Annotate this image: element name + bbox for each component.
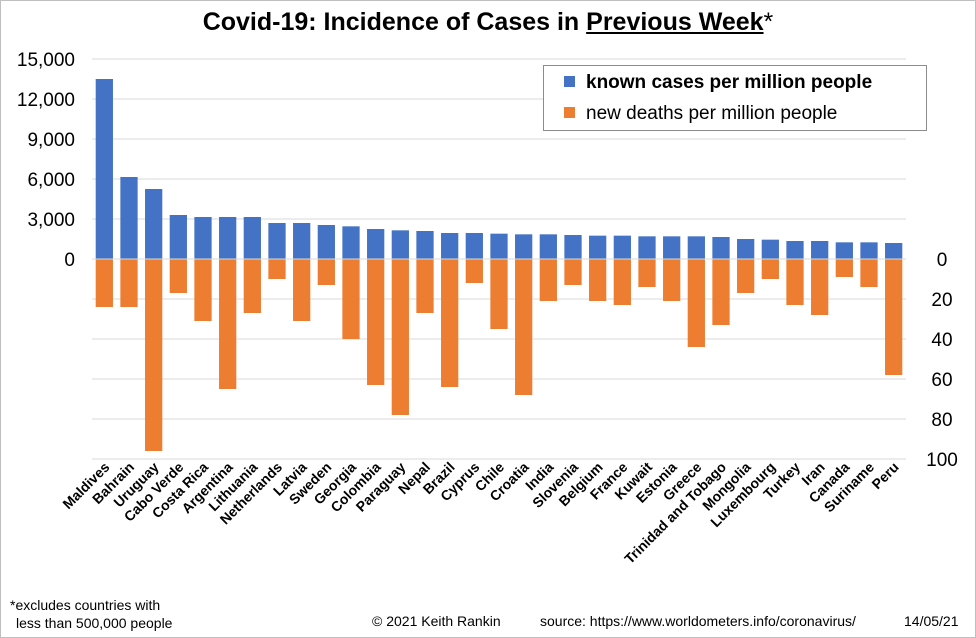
bar-deaths bbox=[539, 259, 557, 301]
right-axis-tick-label: 100 bbox=[926, 450, 958, 471]
bar-cases bbox=[490, 233, 508, 259]
left-axis-tick-label: 3,000 bbox=[27, 210, 75, 231]
bar-cases bbox=[786, 241, 804, 259]
bar-cases bbox=[169, 215, 187, 259]
bar-cases bbox=[194, 217, 212, 259]
bar-cases bbox=[145, 189, 163, 259]
bar-cases bbox=[835, 242, 853, 259]
left-axis-tick-label: 0 bbox=[64, 250, 75, 271]
right-axis-tick-label: 20 bbox=[931, 290, 952, 311]
date: 14/05/21 bbox=[904, 613, 959, 629]
bar-deaths bbox=[490, 259, 508, 329]
legend: known cases per million people new death… bbox=[543, 65, 927, 131]
footnote-line-2: less than 500,000 people bbox=[16, 615, 173, 631]
bar-deaths bbox=[465, 259, 483, 283]
right-axis-tick-label: 60 bbox=[931, 370, 952, 391]
bar-deaths bbox=[811, 259, 829, 315]
title-emphasis: Previous Week bbox=[586, 8, 764, 36]
bar-cases bbox=[120, 177, 138, 259]
chart-title: Covid-19: Incidence of Cases in Previous… bbox=[0, 8, 976, 37]
bar-deaths bbox=[95, 259, 113, 307]
bar-deaths bbox=[243, 259, 261, 313]
copyright: © 2021 Keith Rankin bbox=[372, 613, 501, 629]
bar-deaths bbox=[761, 259, 779, 279]
bar-deaths bbox=[416, 259, 434, 313]
bar-cases bbox=[811, 241, 829, 259]
bar-cases bbox=[441, 233, 459, 259]
bar-deaths bbox=[441, 259, 459, 387]
bar-deaths bbox=[293, 259, 311, 321]
bar-cases bbox=[219, 217, 237, 259]
bar-cases bbox=[564, 235, 582, 259]
left-axis-tick-label: 6,000 bbox=[27, 170, 75, 191]
legend-item-deaths: new deaths per million people bbox=[564, 103, 837, 125]
bar-cases bbox=[317, 225, 335, 259]
footnote-line-1: *excludes countries with bbox=[10, 597, 161, 613]
left-axis-tick-label: 15,000 bbox=[17, 50, 75, 71]
bar-cases bbox=[589, 235, 607, 259]
legend-label-cases: known cases per million people bbox=[586, 72, 873, 93]
right-axis-tick-label: 40 bbox=[931, 330, 952, 351]
bar-deaths bbox=[860, 259, 878, 287]
bar-cases bbox=[663, 236, 681, 259]
bar-cases bbox=[342, 226, 360, 259]
bar-cases bbox=[761, 239, 779, 259]
bar-cases bbox=[391, 230, 409, 259]
bar-deaths bbox=[219, 259, 237, 389]
legend-label-deaths: new deaths per million people bbox=[586, 103, 838, 124]
bar-deaths bbox=[391, 259, 409, 415]
bar-deaths bbox=[145, 259, 163, 451]
bar-cases bbox=[95, 79, 113, 259]
bar-cases bbox=[367, 229, 385, 259]
right-axis-tick-label: 0 bbox=[937, 250, 948, 271]
bar-deaths bbox=[737, 259, 755, 293]
bar-deaths bbox=[317, 259, 335, 285]
legend-swatch-cases bbox=[564, 76, 575, 87]
bar-deaths bbox=[589, 259, 607, 301]
bar-deaths bbox=[515, 259, 533, 395]
bar-cases bbox=[539, 234, 557, 259]
right-axis-tick-label: 80 bbox=[931, 410, 952, 431]
bar-deaths bbox=[169, 259, 187, 293]
bar-cases bbox=[416, 231, 434, 259]
title-prefix: Covid-19: Incidence of Cases in bbox=[202, 8, 587, 36]
bar-deaths bbox=[663, 259, 681, 301]
legend-swatch-deaths bbox=[564, 107, 575, 118]
bar-cases bbox=[712, 237, 730, 259]
bar-deaths bbox=[885, 259, 903, 375]
bar-cases bbox=[737, 239, 755, 259]
bar-deaths bbox=[268, 259, 286, 279]
bar-cases bbox=[687, 236, 705, 259]
left-axis-tick-label: 12,000 bbox=[17, 90, 75, 111]
bar-deaths bbox=[564, 259, 582, 285]
bar-cases bbox=[638, 236, 656, 259]
bar-deaths bbox=[712, 259, 730, 325]
bar-deaths bbox=[687, 259, 705, 347]
left-axis-tick-label: 9,000 bbox=[27, 130, 75, 151]
bar-deaths bbox=[786, 259, 804, 305]
bar-cases bbox=[465, 233, 483, 259]
bar-deaths bbox=[342, 259, 360, 339]
bar-deaths bbox=[194, 259, 212, 321]
title-suffix: * bbox=[763, 8, 774, 36]
bar-cases bbox=[293, 223, 311, 259]
source: source: https://www.worldometers.info/co… bbox=[540, 613, 856, 629]
legend-item-cases: known cases per million people bbox=[564, 72, 872, 94]
category-label: Peru bbox=[868, 459, 901, 492]
bar-deaths bbox=[120, 259, 138, 307]
bar-deaths bbox=[638, 259, 656, 287]
bar-cases bbox=[860, 242, 878, 259]
bar-cases bbox=[515, 234, 533, 259]
bar-deaths bbox=[367, 259, 385, 385]
bar-cases bbox=[268, 223, 286, 259]
bar-cases bbox=[243, 217, 261, 259]
bar-deaths bbox=[613, 259, 631, 305]
bar-cases bbox=[885, 243, 903, 259]
bar-cases bbox=[613, 235, 631, 259]
bar-deaths bbox=[835, 259, 853, 277]
